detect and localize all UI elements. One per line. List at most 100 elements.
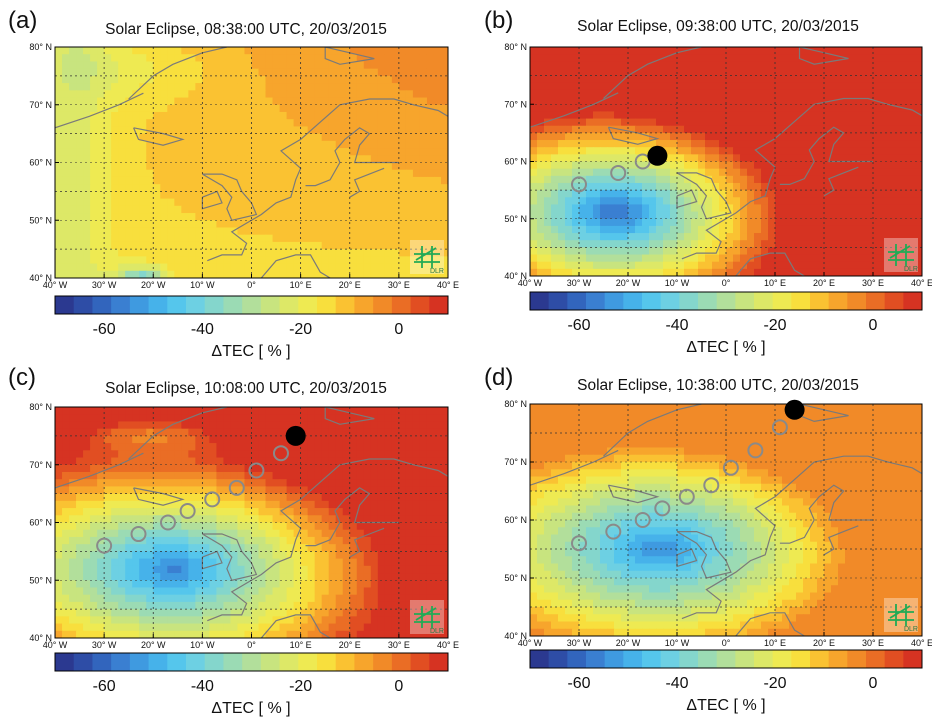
lat-tick-label: 50° N bbox=[504, 573, 527, 583]
colorbar-tick-label: -60 bbox=[567, 317, 590, 334]
lon-tick-label: 10° W bbox=[190, 640, 215, 650]
lon-tick-label: 10° W bbox=[190, 280, 215, 290]
moon-shadow bbox=[785, 400, 805, 420]
dlr-logo: DLR bbox=[884, 238, 918, 273]
lon-tick-label: 20° W bbox=[141, 280, 166, 290]
panel-label: (a) bbox=[8, 7, 37, 34]
lon-tick-label: 10° E bbox=[290, 280, 312, 290]
colorbar-swatch bbox=[903, 650, 922, 668]
colorbar-swatch bbox=[317, 653, 336, 671]
moon-shadow bbox=[647, 146, 667, 166]
lat-tick-label: 80° N bbox=[29, 42, 52, 52]
colorbar-tick-label: -40 bbox=[191, 678, 214, 695]
colorbar-swatch bbox=[280, 296, 299, 314]
colorbar-swatch bbox=[586, 650, 605, 668]
colorbar-swatch bbox=[829, 292, 848, 310]
lat-tick-label: 70° N bbox=[504, 457, 527, 467]
lon-tick-label: 10° E bbox=[764, 638, 786, 648]
colorbar-tick-label: -40 bbox=[665, 317, 688, 334]
colorbar-swatch bbox=[205, 296, 224, 314]
lon-tick-label: 20° E bbox=[813, 278, 835, 288]
colorbar-swatch bbox=[847, 292, 866, 310]
colorbar: -60 -40 -20 0 ΔTEC [ % ] bbox=[530, 650, 922, 714]
colorbar-swatch bbox=[336, 296, 355, 314]
colorbar-swatch bbox=[92, 296, 111, 314]
colorbar-swatch bbox=[205, 653, 224, 671]
panel-label: (d) bbox=[484, 364, 513, 391]
dlr-logo: DLR bbox=[884, 598, 918, 633]
colorbar-swatch bbox=[74, 653, 93, 671]
colorbar-swatch bbox=[679, 292, 698, 310]
colorbar-tick-label: -20 bbox=[763, 675, 786, 692]
lon-tick-label: 30° W bbox=[92, 280, 117, 290]
colorbar-swatch bbox=[167, 296, 186, 314]
colorbar-swatch bbox=[373, 296, 392, 314]
colorbar-tick-label: 0 bbox=[394, 321, 403, 338]
colorbar-swatch bbox=[866, 650, 885, 668]
colorbar-swatch bbox=[885, 650, 904, 668]
colorbar-swatch bbox=[354, 296, 373, 314]
colorbar-label: ΔTEC [ % ] bbox=[211, 343, 290, 360]
colorbar-swatch bbox=[298, 653, 317, 671]
lon-tick-label: 20° W bbox=[616, 638, 641, 648]
colorbar-swatch bbox=[810, 650, 829, 668]
panel-title: Solar Eclipse, 09:38:00 UTC, 20/03/2015 bbox=[577, 18, 859, 35]
colorbar-tick-label: 0 bbox=[869, 675, 878, 692]
colorbar-tick-label: -20 bbox=[763, 317, 786, 334]
lon-tick-label: 0° bbox=[722, 638, 731, 648]
colorbar-tick-label: -60 bbox=[93, 678, 116, 695]
colorbar-swatch bbox=[698, 292, 717, 310]
colorbar-label: ΔTEC [ % ] bbox=[686, 339, 765, 356]
panel-a: (a) Solar Eclipse, 08:38:00 UTC, 20/03/20… bbox=[8, 7, 459, 360]
dlr-logo-text: DLR bbox=[904, 626, 918, 633]
colorbar-swatch bbox=[261, 653, 280, 671]
colorbar-swatch bbox=[623, 650, 642, 668]
dlr-logo-text: DLR bbox=[430, 268, 444, 275]
lat-tick-label: 50° N bbox=[29, 215, 52, 225]
colorbar-swatch bbox=[130, 296, 149, 314]
lat-tick-label: 40° N bbox=[504, 631, 527, 641]
panel-title: Solar Eclipse, 10:38:00 UTC, 20/03/2015 bbox=[577, 377, 859, 394]
lon-tick-label: 20° E bbox=[339, 280, 361, 290]
lat-tick-label: 50° N bbox=[504, 214, 527, 224]
colorbar-label: ΔTEC [ % ] bbox=[686, 697, 765, 714]
colorbar-tick-label: -40 bbox=[191, 321, 214, 338]
colorbar-swatch bbox=[885, 292, 904, 310]
colorbar-swatch bbox=[903, 292, 922, 310]
colorbar-swatch bbox=[149, 296, 168, 314]
lat-tick-label: 70° N bbox=[504, 99, 527, 109]
lon-tick-label: 0° bbox=[247, 280, 256, 290]
colorbar-swatch bbox=[317, 296, 336, 314]
moon-shadow bbox=[286, 426, 306, 446]
colorbar-swatch bbox=[773, 650, 792, 668]
colorbar-tick-label: -60 bbox=[567, 675, 590, 692]
colorbar-tick-label: -40 bbox=[665, 675, 688, 692]
lon-tick-label: 20° W bbox=[616, 278, 641, 288]
colorbar-swatch bbox=[261, 296, 280, 314]
colorbar-swatch bbox=[55, 653, 74, 671]
lat-tick-label: 60° N bbox=[504, 515, 527, 525]
colorbar-tick-label: 0 bbox=[869, 317, 878, 334]
lat-tick-label: 40° N bbox=[504, 271, 527, 281]
lon-tick-label: 40° E bbox=[911, 278, 932, 288]
colorbar-swatch bbox=[735, 292, 754, 310]
lon-tick-label: 0° bbox=[247, 640, 256, 650]
lon-tick-label: 30° E bbox=[388, 280, 410, 290]
lat-tick-label: 60° N bbox=[29, 158, 52, 168]
panel-c: (c)Solar Eclipse, 10:08:00 UTC, 20/03/20… bbox=[8, 364, 459, 717]
panel-title: Solar Eclipse, 08:38:00 UTC, 20/03/2015 bbox=[105, 21, 387, 38]
lat-tick-label: 50° N bbox=[29, 575, 52, 585]
colorbar-swatch bbox=[623, 292, 642, 310]
colorbar-swatch bbox=[223, 296, 242, 314]
colorbar-swatch bbox=[530, 292, 549, 310]
colorbar-swatch bbox=[336, 653, 355, 671]
lon-tick-label: 20° E bbox=[813, 638, 835, 648]
colorbar-swatch bbox=[392, 653, 411, 671]
lon-tick-label: 40° E bbox=[437, 640, 459, 650]
colorbar-swatch bbox=[567, 292, 586, 310]
colorbar-label: ΔTEC [ % ] bbox=[211, 700, 290, 717]
